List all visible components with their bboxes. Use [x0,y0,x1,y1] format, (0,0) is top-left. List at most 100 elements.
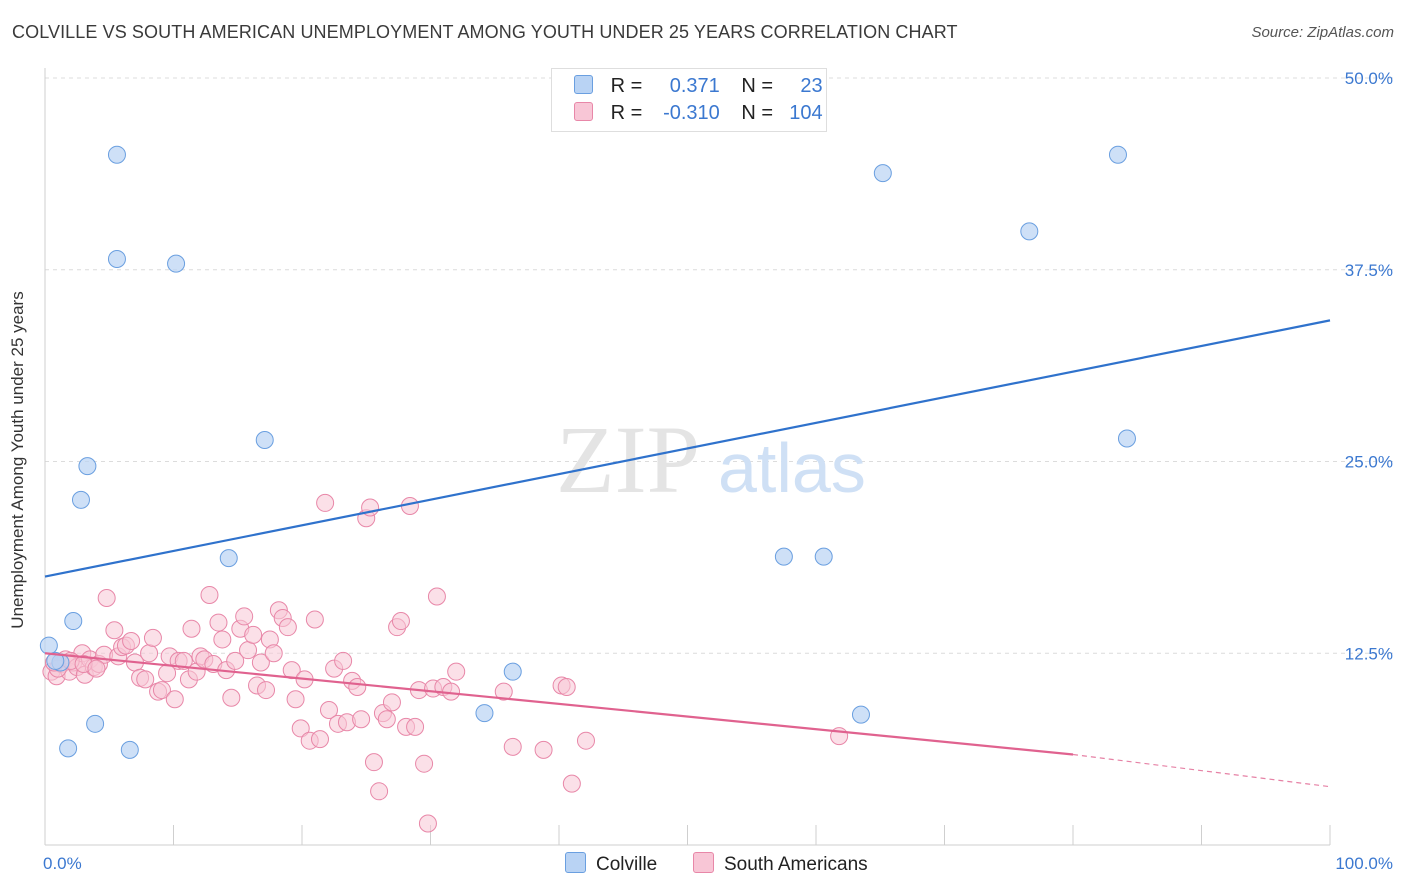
colville-point [46,651,65,670]
legend-r-value: -0.310 [663,102,720,124]
x-tick-label-max: 100.0% [1335,854,1393,873]
colville-point [219,549,238,568]
south-americans-point [235,607,254,626]
colville-point [1108,145,1127,164]
south-americans-point [244,625,263,644]
colville-point [503,662,522,681]
chart-title: COLVILLE VS SOUTH AMERICAN UNEMPLOYMENT … [12,22,958,42]
grid-lines [45,77,1395,654]
south-americans-point [136,670,155,689]
bottom-legend-label-south-americans: South Americans [724,854,868,875]
y-tick-label: 12.5% [1345,644,1393,663]
south-americans-point [87,659,106,678]
x-tick-label-min: 0.0% [43,854,82,873]
legend-r-value: 0.371 [669,75,720,97]
south-americans-point [316,493,335,512]
legend-r-label: R = [610,75,643,97]
south-americans-point [352,710,371,729]
colville-point [1117,429,1136,448]
south-americans-point [257,681,276,700]
south-americans-point [370,782,389,801]
south-americans-point [264,644,283,663]
south-americans-points [42,493,849,833]
south-americans-point [251,653,270,672]
south-americans-point [239,641,258,660]
south-americans-point [348,677,367,696]
south-americans-point [534,740,553,759]
south-americans-point [213,630,232,649]
colville-point [86,714,105,733]
south-americans-point [415,754,434,773]
colville-point [851,705,870,724]
legend-row-south-americans: R = -0.310 N = 104 [574,102,823,125]
colville-point [64,612,83,631]
trend-lines [44,319,1331,788]
colville-point [167,254,186,273]
south-americans-point [143,628,162,647]
south-americans-point [382,693,401,712]
legend-n-label: N = [741,75,774,97]
south-americans-point [418,814,437,833]
legend-n-value: 23 [800,75,823,97]
bottom-legend-label-colville: Colville [596,854,658,875]
south-americans-point [97,589,116,608]
south-americans-point [165,690,184,709]
south-americans-point [152,681,171,700]
legend-swatch-colville [574,75,593,94]
colville-point [107,145,126,164]
south-americans-point [278,618,297,637]
south-americans-point [291,719,310,738]
legend-r-label: R = [610,102,643,124]
x-tick-labels: 0.0% 100.0% [43,854,1393,873]
south-americans-point [391,612,410,631]
south-americans-point [305,610,324,629]
colville-trend-line [44,319,1331,578]
colville-point [120,740,139,759]
south-americans-point [226,651,245,670]
south-americans-point [310,730,329,749]
south-americans-point [447,662,466,681]
legend-row-colville: R = 0.371 N = 23 [574,75,823,98]
colville-point [255,431,274,450]
south-americans-point [557,677,576,696]
bottom-legend-south-americans: South Americans [693,852,868,876]
colville-point [71,490,90,509]
south-americans-point [334,651,353,670]
colville-point [78,457,97,476]
south-americans-point [576,731,595,750]
legend-swatch-south-americans [574,102,593,121]
source-label: Source: ZipAtlas.com [1251,24,1394,41]
south-americans-point [222,688,241,707]
south-americans-point [286,690,305,709]
y-tick-labels: 12.5% 25.0% 37.5% 50.0% [1345,69,1393,663]
south-americans-point [200,585,219,604]
legend-n-label: N = [741,102,774,124]
watermark-atlas: atlas [718,429,866,507]
south-americans-point [494,682,513,701]
south-americans-point [140,644,159,663]
colville-point [873,164,892,183]
bottom-legend-swatch-south-americans [693,852,714,873]
south-americans-point [209,613,228,632]
colville-point [814,547,833,566]
colville-point [1020,222,1039,241]
south-americans-point [562,774,581,793]
colville-point [774,547,793,566]
colville-point [59,739,78,758]
y-tick-label: 25.0% [1345,453,1393,472]
south-americans-point [122,631,141,650]
legend-n-value: 104 [789,102,823,124]
y-tick-label: 50.0% [1345,69,1393,88]
south-americans-point [174,651,193,670]
south-americans-point [377,710,396,729]
south-americans-point [319,701,338,720]
colville-point [107,250,126,269]
bottom-legend-colville: Colville [565,852,657,876]
south-americans-point [503,737,522,756]
south-americans-point [105,621,124,640]
south-americans-point [182,619,201,638]
colville-point [475,704,494,723]
south-americans-point [406,717,425,736]
south-americans-point [364,753,383,772]
